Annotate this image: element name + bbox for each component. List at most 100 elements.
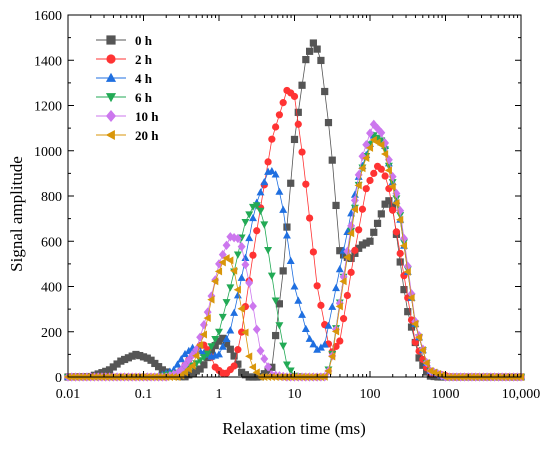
data-point-0h — [200, 361, 208, 369]
data-point-20h — [324, 367, 332, 376]
data-point-6h — [226, 284, 235, 292]
plot-frame — [67, 14, 522, 378]
series-20h — [63, 135, 525, 381]
data-point-10h — [226, 232, 235, 242]
data-point-2h — [234, 346, 242, 354]
data-point-6h — [373, 134, 382, 143]
data-point-20h — [218, 258, 226, 267]
data-point-4h — [230, 308, 239, 316]
data-point-6h — [215, 328, 223, 336]
data-point-4h — [309, 340, 318, 348]
data-point-20h — [396, 215, 404, 224]
data-point-2h — [313, 282, 321, 290]
data-point-20h — [199, 330, 207, 339]
series-line-4h — [68, 134, 521, 378]
data-point-20h — [350, 205, 358, 214]
data-point-20h — [354, 181, 362, 190]
data-point-2h — [362, 185, 370, 193]
data-point-4h — [173, 360, 182, 368]
data-point-4h — [324, 321, 333, 329]
data-point-4h — [301, 324, 310, 332]
data-point-6h — [211, 335, 220, 344]
data-point-20h — [226, 256, 234, 265]
data-point-20h — [184, 365, 192, 374]
data-point-0h — [275, 300, 283, 308]
data-point-0h — [147, 356, 155, 364]
data-point-0h — [117, 357, 125, 365]
data-point-20h — [177, 371, 185, 380]
data-point-0h — [287, 179, 295, 187]
data-point-6h — [199, 354, 208, 362]
data-point-10h — [381, 138, 390, 148]
data-point-20h — [241, 328, 249, 337]
data-point-20h — [392, 199, 400, 207]
data-point-10h — [218, 249, 227, 260]
data-point-6h — [233, 251, 242, 259]
data-point-4h — [218, 342, 227, 350]
data-point-20h — [248, 363, 257, 372]
data-point-20h — [407, 293, 415, 302]
data-point-10h — [256, 346, 265, 356]
series-4h — [64, 131, 525, 381]
data-point-20h — [180, 368, 189, 377]
data-point-4h — [332, 283, 340, 292]
data-point-0h — [396, 258, 404, 266]
data-point-2h — [253, 227, 261, 235]
data-point-10h — [181, 360, 189, 370]
data-point-10h — [233, 233, 242, 244]
data-point-2h — [339, 315, 348, 323]
data-point-4h — [181, 349, 189, 358]
data-point-2h — [279, 99, 287, 107]
data-point-4h — [222, 334, 231, 342]
legend-label: 2 h — [135, 52, 153, 67]
data-point-4h — [298, 310, 307, 318]
data-point-4h — [271, 170, 280, 178]
legend-marker — [106, 35, 116, 45]
data-point-20h — [422, 359, 430, 367]
data-point-0h — [358, 241, 367, 249]
data-point-4h — [256, 188, 265, 196]
data-point-2h — [249, 251, 257, 259]
data-point-0h — [234, 360, 242, 368]
data-point-0h — [143, 354, 151, 362]
data-point-0h — [109, 363, 117, 371]
data-point-2h — [370, 169, 378, 177]
data-point-0h — [321, 87, 329, 96]
data-point-2h — [358, 205, 367, 213]
data-point-0h — [238, 368, 246, 376]
data-point-0h — [313, 45, 321, 53]
data-point-0h — [336, 247, 344, 255]
data-point-10h — [366, 128, 374, 138]
data-point-4h — [328, 302, 337, 310]
data-point-2h — [351, 246, 359, 254]
data-point-0h — [128, 352, 136, 360]
data-point-10h — [184, 355, 193, 365]
legend-item-20h: 20 h — [96, 128, 159, 143]
data-point-20h — [207, 295, 215, 304]
data-point-20h — [403, 267, 411, 276]
data-point-20h — [328, 352, 336, 361]
data-point-4h — [267, 166, 276, 175]
y-tick-label: 200 — [41, 326, 62, 341]
data-point-2h — [317, 301, 325, 309]
data-point-20h — [380, 150, 389, 158]
data-point-2h — [411, 338, 419, 346]
data-point-2h — [264, 158, 272, 166]
x-tick-label: 1 — [216, 387, 223, 402]
data-point-4h — [260, 177, 269, 186]
data-point-10h — [252, 324, 261, 335]
x-tick-label: 0.1 — [135, 387, 153, 402]
data-point-2h — [306, 214, 314, 222]
data-point-0h — [113, 360, 121, 368]
data-point-20h — [245, 352, 253, 361]
data-point-6h — [271, 297, 280, 305]
axes: 0.01 0.1 1 10 100 1000 10,000 0 200 400 600 800 1000… — [34, 9, 540, 402]
legend-item-4h: 4 h — [96, 71, 153, 86]
x-tick-label: 10 — [288, 387, 302, 402]
data-point-6h — [396, 212, 405, 220]
data-point-6h — [264, 247, 273, 255]
data-point-0h — [294, 108, 302, 116]
data-point-6h — [241, 218, 250, 227]
data-point-4h — [275, 187, 284, 195]
